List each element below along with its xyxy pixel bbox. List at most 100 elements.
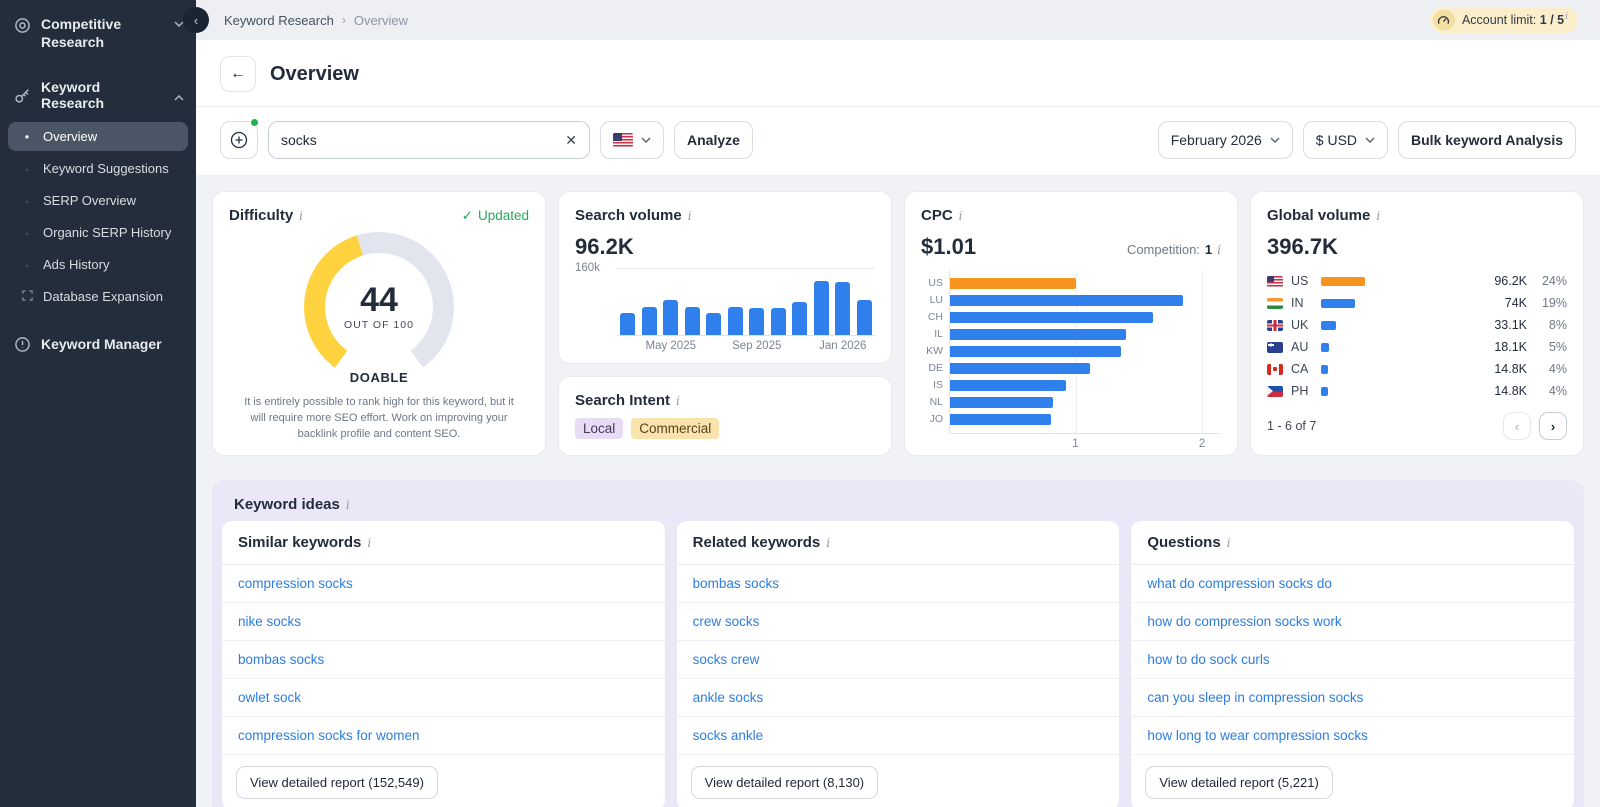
flag-uk-icon	[1267, 319, 1283, 331]
related-keywords-card: Related keywords i bombas socks crew sock…	[676, 521, 1120, 807]
keyword-link[interactable]: how do compression socks work	[1131, 603, 1574, 641]
cpc-bar	[950, 278, 1077, 289]
sidebar-item-label: Keyword Suggestions	[43, 161, 169, 176]
keyword-link[interactable]: how to do sock curls	[1131, 641, 1574, 679]
sidebar-item-keyword-manager[interactable]: Keyword Manager	[0, 319, 196, 365]
keyword-link[interactable]: ankle socks	[676, 679, 1120, 717]
pagination-next-button[interactable]: ›	[1539, 412, 1567, 440]
search-volume-bar	[706, 312, 722, 335]
sidebar-item-database-expansion[interactable]: Database Expansion	[8, 282, 188, 311]
country-volume: 96.2K	[1494, 274, 1527, 288]
middle-column: Search volume i 96.2K 160k May 2025 Sep 20…	[558, 191, 892, 456]
difficulty-verdict: DOABLE	[349, 370, 409, 385]
chevron-down-icon	[174, 21, 184, 27]
sidebar-item-label: Database Expansion	[43, 289, 163, 304]
country-volume: 33.1K	[1494, 318, 1527, 332]
bulk-keyword-analysis-button[interactable]: Bulk keyword Analysis	[1398, 121, 1576, 159]
view-detailed-report-button[interactable]: View detailed report (152,549)	[236, 766, 438, 799]
sidebar-nav: • Overview · Keyword Suggestions · SERP …	[0, 122, 196, 311]
country-share: 5%	[1548, 340, 1567, 354]
search-volume-bar	[835, 282, 851, 335]
keyword-link[interactable]: compression socks	[222, 565, 665, 603]
view-detailed-report-button[interactable]: View detailed report (5,221)	[1145, 766, 1333, 799]
info-icon[interactable]: i	[1226, 535, 1231, 550]
sidebar-item-organic-serp-history[interactable]: · Organic SERP History	[8, 218, 188, 247]
similar-keywords-card: Similar keywords i compression socks nike…	[222, 521, 665, 807]
analyze-button[interactable]: Analyze	[674, 121, 753, 159]
flag-in-icon	[1267, 297, 1283, 309]
flag-ph-icon	[1267, 385, 1283, 397]
keyword-link[interactable]: socks crew	[676, 641, 1120, 679]
clear-input-icon[interactable]: ✕	[565, 131, 577, 148]
sidebar-item-serp-overview[interactable]: · SERP Overview	[8, 186, 188, 215]
sidebar-item-competitive-research[interactable]: Competitive Research	[0, 0, 196, 65]
sidebar-item-ads-history[interactable]: · Ads History	[8, 250, 188, 279]
add-keyword-button[interactable]	[220, 118, 259, 159]
keyword-link[interactable]: nike socks	[222, 603, 665, 641]
country-share: 24%	[1541, 274, 1567, 288]
info-icon[interactable]: i	[826, 535, 831, 550]
info-icon[interactable]: i	[299, 208, 304, 223]
keyword-link[interactable]: how long to wear compression socks	[1131, 717, 1574, 755]
breadcrumb-keyword-research[interactable]: Keyword Research	[224, 12, 334, 28]
keyword-link[interactable]: crew socks	[676, 603, 1120, 641]
keyword-input[interactable]	[281, 132, 558, 148]
country-select[interactable]	[600, 121, 664, 159]
page-title: Overview	[270, 62, 359, 85]
info-icon[interactable]: i	[1376, 208, 1381, 223]
breadcrumb-overview: Overview	[353, 12, 409, 28]
bullet-icon: ·	[25, 257, 29, 272]
search-volume-bar	[684, 306, 700, 335]
search-volume-bar	[641, 306, 657, 335]
content-header: ← Overview ✕	[196, 40, 1600, 175]
cpc-country-labels: US LU CH IL KW DE IS NL JO	[921, 270, 949, 452]
cpc-country-label: DE	[928, 362, 943, 374]
info-icon[interactable]: i	[676, 393, 680, 408]
difficulty-description: It is entirely possible to rank high for…	[244, 396, 514, 440]
view-detailed-report-button[interactable]: View detailed report (8,130)	[690, 766, 879, 799]
sidebar-item-keyword-research[interactable]: Keyword Research	[0, 65, 196, 119]
info-icon[interactable]: i	[958, 208, 963, 223]
search-volume-xlabels: May 2025 Sep 2025 Jan 2026	[617, 336, 875, 354]
x-axis-tick-label: 1	[1072, 438, 1079, 450]
search-volume-chart: 160k May 2025 Sep 2025 Jan 2026	[575, 262, 875, 354]
sidebar-collapse-button[interactable]: ‹	[183, 7, 209, 33]
country-volume-bar	[1321, 386, 1328, 396]
y-axis-label: 160k	[575, 262, 600, 274]
info-icon[interactable]: i	[687, 208, 692, 223]
country-code: IN	[1291, 296, 1304, 310]
cpc-bar-row	[950, 377, 1221, 394]
account-limit-badge[interactable]: Account limit: 1 / 5i	[1429, 7, 1578, 33]
keyword-link[interactable]: bombas socks	[676, 565, 1120, 603]
pagination-prev-button[interactable]: ‹	[1503, 412, 1531, 440]
keyword-ideas-section: Keyword ideas i Similar keywords i compres…	[212, 480, 1584, 807]
period-select[interactable]: February 2026	[1157, 121, 1293, 159]
x-axis-tick-label: 2	[1198, 438, 1206, 450]
currency-select[interactable]: $ USD	[1302, 121, 1389, 159]
keyword-link[interactable]: can you sleep in compression socks	[1131, 679, 1574, 717]
back-button[interactable]: ←	[220, 56, 256, 92]
cpc-plot-area	[949, 270, 1221, 434]
info-icon[interactable]: i	[1217, 243, 1221, 257]
keyword-link[interactable]: socks ankle	[676, 717, 1120, 755]
info-icon[interactable]: i	[367, 535, 372, 550]
search-volume-bar	[663, 300, 679, 335]
expand-icon	[20, 289, 34, 304]
country-share: 8%	[1548, 318, 1567, 332]
pagination-range: 1 - 6 of 7	[1267, 419, 1317, 433]
sidebar-item-keyword-suggestions[interactable]: · Keyword Suggestions	[8, 154, 188, 183]
cpc-bar-row	[950, 394, 1221, 411]
global-volume-value: 396.7K	[1267, 234, 1338, 259]
info-icon[interactable]: i	[345, 497, 350, 512]
keyword-link[interactable]: compression socks for women	[222, 717, 665, 755]
intent-badge-local: Local	[575, 418, 624, 439]
sidebar-item-overview[interactable]: • Overview	[8, 122, 188, 151]
keyword-link[interactable]: bombas socks	[222, 641, 665, 679]
keyword-link[interactable]: what do compression socks do	[1131, 565, 1574, 603]
country-share: 4%	[1548, 362, 1567, 376]
sidebar: ‹ Competitive Research Keyword Research …	[0, 0, 209, 807]
flag-us-icon	[1267, 275, 1283, 287]
keyword-link[interactable]: owlet sock	[222, 679, 665, 717]
x-axis-tick-label: Jan 2026	[819, 340, 867, 352]
